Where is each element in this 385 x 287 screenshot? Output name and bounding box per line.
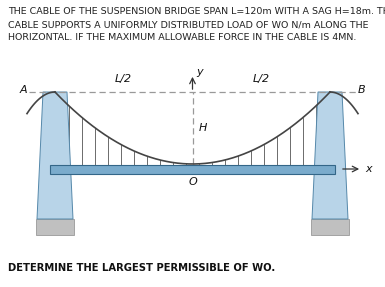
Text: B: B [358,85,366,95]
Bar [311,219,349,235]
Polygon shape [312,92,348,219]
Text: L/2: L/2 [115,74,132,84]
Text: HORIZONTAL. IF THE MAXIMUM ALLOWABLE FORCE IN THE CABLE IS 4MN.: HORIZONTAL. IF THE MAXIMUM ALLOWABLE FOR… [8,33,357,42]
Text: y: y [196,67,203,77]
Text: A: A [19,85,27,95]
Bar [50,164,335,174]
Text: L/2: L/2 [253,74,270,84]
Text: O: O [188,177,197,187]
Text: DETERMINE THE LARGEST PERMISSIBLE OF WO.: DETERMINE THE LARGEST PERMISSIBLE OF WO. [8,263,275,273]
Text: CABLE SUPPORTS A UNIFORMLY DISTRIBUTED LOAD OF WO N/m ALONG THE: CABLE SUPPORTS A UNIFORMLY DISTRIBUTED L… [8,20,368,29]
Text: H: H [199,123,207,133]
Text: THE CABLE OF THE SUSPENSION BRIDGE SPAN L=120m WITH A SAG H=18m. THE: THE CABLE OF THE SUSPENSION BRIDGE SPAN … [8,7,385,16]
Bar [36,219,74,235]
Text: x: x [365,164,372,174]
Polygon shape [37,92,73,219]
